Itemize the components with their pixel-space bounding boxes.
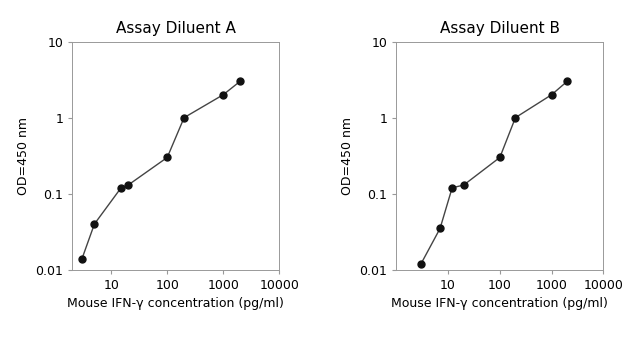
Y-axis label: OD=450 nm: OD=450 nm	[341, 117, 354, 195]
X-axis label: Mouse IFN-γ concentration (pg/ml): Mouse IFN-γ concentration (pg/ml)	[392, 298, 608, 310]
Title: Assay Diluent B: Assay Diluent B	[440, 21, 560, 36]
Title: Assay Diluent A: Assay Diluent A	[116, 21, 236, 36]
X-axis label: Mouse IFN-γ concentration (pg/ml): Mouse IFN-γ concentration (pg/ml)	[67, 298, 284, 310]
Y-axis label: OD=450 nm: OD=450 nm	[17, 117, 29, 195]
